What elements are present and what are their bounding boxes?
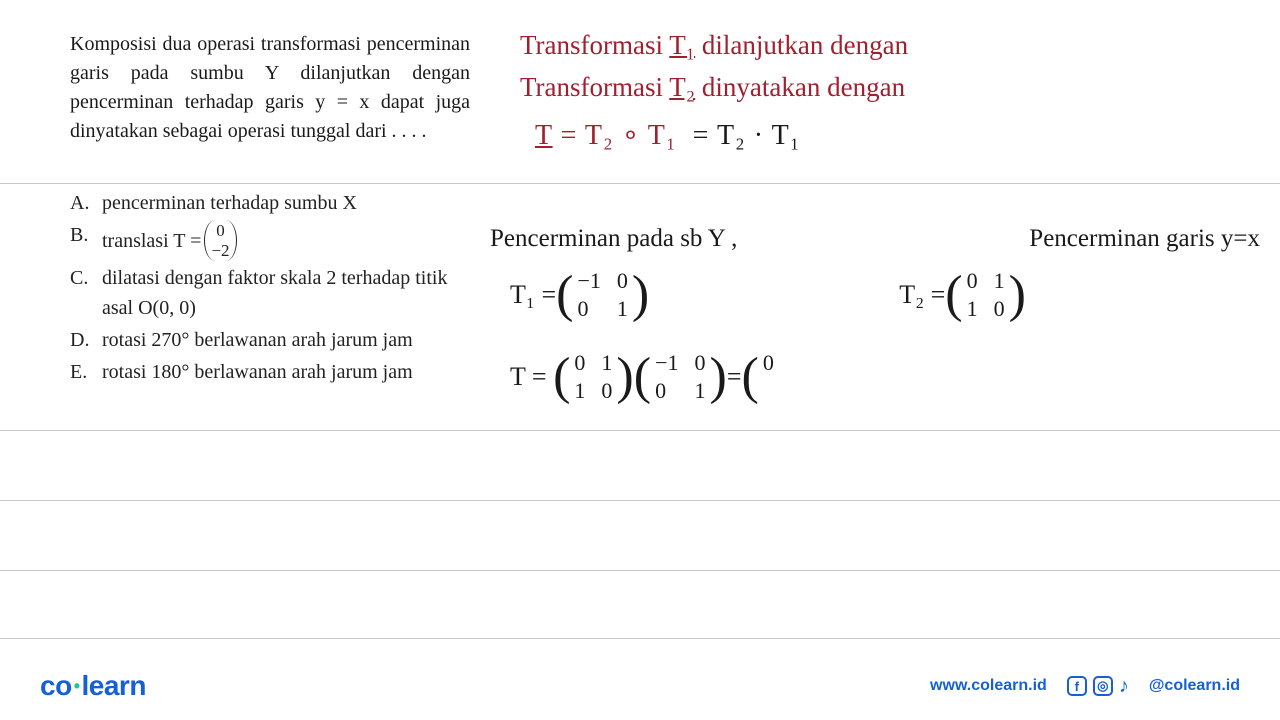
hw-text: T xyxy=(535,120,553,151)
matrix: ( −1 0 0 1 ) xyxy=(556,268,649,322)
instagram-icon: ◎ xyxy=(1093,676,1113,696)
option-b: B. translasi T = 0 −2 xyxy=(70,220,470,261)
cell: 0 xyxy=(601,378,612,404)
option-b-text: translasi T = xyxy=(102,226,201,256)
hw-text: Transformasi xyxy=(520,72,669,102)
cell: 0 xyxy=(694,350,705,376)
footer-url: www.colearn.id xyxy=(930,677,1047,695)
matrix: ( 0 1 1 0 ) xyxy=(945,268,1026,322)
hw-t1-matrix: T₁ = ( −1 0 0 1 ) xyxy=(510,268,649,322)
option-text: pencerminan terhadap sumbu X xyxy=(102,188,470,218)
content-area: Komposisi dua operasi transformasi pence… xyxy=(0,0,1280,640)
matrix-cell: 0 xyxy=(216,221,225,240)
hw-text: Pencerminan pada sb Y , xyxy=(490,225,737,253)
social-icons: f ◎ ♪ xyxy=(1067,675,1129,698)
option-label: A. xyxy=(70,188,102,218)
facebook-icon: f xyxy=(1067,676,1087,696)
matrix-cells: 0 1 1 0 xyxy=(963,268,1009,322)
footer-handle: @colearn.id xyxy=(1149,677,1240,695)
handwriting-column: Transformasi T₁ dilanjutkan dengan Trans… xyxy=(490,30,1260,640)
option-b-matrix: 0 −2 xyxy=(204,220,236,261)
question-column: Komposisi dua operasi transformasi pence… xyxy=(70,30,490,640)
option-text: dilatasi dengan faktor skala 2 terhadap … xyxy=(102,263,470,323)
paren-left: ( xyxy=(553,356,570,398)
cell: 0 xyxy=(574,350,585,376)
option-text: translasi T = 0 −2 xyxy=(102,220,470,261)
option-d: D. rotasi 270° berlawanan arah jarum jam xyxy=(70,325,470,355)
hw-t2-matrix: T₂ = ( 0 1 1 0 ) xyxy=(899,268,1026,322)
cell: 1 xyxy=(601,350,612,376)
cell: 0 xyxy=(617,268,628,294)
hw-text: Pencerminan garis y=x xyxy=(1029,225,1260,253)
cell: 0 xyxy=(577,296,600,322)
matrix-cell: −2 xyxy=(211,241,229,260)
option-text: rotasi 180° berlawanan arah jarum jam xyxy=(102,357,470,387)
paren-right: ) xyxy=(632,274,649,316)
options-list: A. pencerminan terhadap sumbu X B. trans… xyxy=(70,188,470,387)
option-text: rotasi 270° berlawanan arah jarum jam xyxy=(102,325,470,355)
hw-eq: = xyxy=(727,362,742,392)
footer-right: www.colearn.id f ◎ ♪ @colearn.id xyxy=(930,675,1240,698)
matrix-cells: −1 0 0 1 xyxy=(651,350,709,404)
cell: 1 xyxy=(694,378,705,404)
logo-dot: • xyxy=(74,676,80,696)
cell: 0 xyxy=(994,296,1005,322)
cell: 0 xyxy=(967,268,978,294)
cell: 1 xyxy=(574,378,585,404)
logo-part-a: co xyxy=(40,670,72,701)
cell: 1 xyxy=(617,296,628,322)
matrix: ( −1 0 0 1 ) xyxy=(634,350,727,404)
logo-part-b: learn xyxy=(82,670,146,701)
cell xyxy=(763,378,774,404)
hw-text: dinyatakan dengan xyxy=(695,72,905,102)
tiktok-icon: ♪ xyxy=(1119,675,1129,698)
paren-left: ( xyxy=(741,356,758,398)
hw-text: T₁ xyxy=(669,30,695,60)
hw-label: T = xyxy=(510,362,547,392)
matrix-partial: ( 0 xyxy=(741,350,777,404)
hw-line-6: T = ( 0 1 1 0 ) ( −1 0 0 1 ) xyxy=(510,350,778,404)
paren-right: ) xyxy=(616,356,633,398)
paren-right: ) xyxy=(709,356,726,398)
footer: co•learn www.colearn.id f ◎ ♪ @colearn.i… xyxy=(0,662,1280,720)
matrix-cells: 0 xyxy=(759,350,778,404)
question-text: Komposisi dua operasi transformasi pence… xyxy=(70,30,470,146)
option-label: C. xyxy=(70,263,102,293)
hw-text: Transformasi xyxy=(520,30,669,60)
hw-line-3: TT = T₂ ∘ T₁ = T₂ · T₁ = T₂ ∘ T₁ = T₂ · … xyxy=(535,118,801,152)
brand-logo: co•learn xyxy=(40,670,146,702)
option-label: E. xyxy=(70,357,102,387)
cell: 1 xyxy=(994,268,1005,294)
option-label: B. xyxy=(70,220,102,250)
option-label: D. xyxy=(70,325,102,355)
hw-text: T₂ xyxy=(669,72,695,102)
option-e: E. rotasi 180° berlawanan arah jarum jam xyxy=(70,357,470,387)
hw-label: T₁ = xyxy=(510,280,556,310)
paren-left: ( xyxy=(634,356,651,398)
hw-label: T₂ = xyxy=(899,280,945,310)
option-c: C. dilatasi dengan faktor skala 2 terhad… xyxy=(70,263,470,323)
matrix-cells: −1 0 0 1 xyxy=(573,268,631,322)
option-a: A. pencerminan terhadap sumbu X xyxy=(70,188,470,218)
hw-line-4: Pencerminan pada sb Y , Pencerminan gari… xyxy=(490,225,1260,253)
hw-line-2: Transformasi T₂ dinyatakan dengan xyxy=(520,72,905,103)
cell: 0 xyxy=(763,350,774,376)
hw-text: dilanjutkan dengan xyxy=(695,30,908,60)
hw-line-1: Transformasi T₁ dilanjutkan dengan xyxy=(520,30,908,61)
hw-line-5: T₁ = ( −1 0 0 1 ) T₂ = ( 0 xyxy=(510,268,1260,322)
matrix-cells: 0 1 1 0 xyxy=(570,350,616,404)
cell: −1 xyxy=(577,268,600,294)
paren-left: ( xyxy=(945,274,962,316)
paren-left: ( xyxy=(556,274,573,316)
cell: 1 xyxy=(967,296,978,322)
paren-right: ) xyxy=(1009,274,1026,316)
cell: 0 xyxy=(655,378,678,404)
matrix: ( 0 1 1 0 ) xyxy=(553,350,634,404)
cell: −1 xyxy=(655,350,678,376)
